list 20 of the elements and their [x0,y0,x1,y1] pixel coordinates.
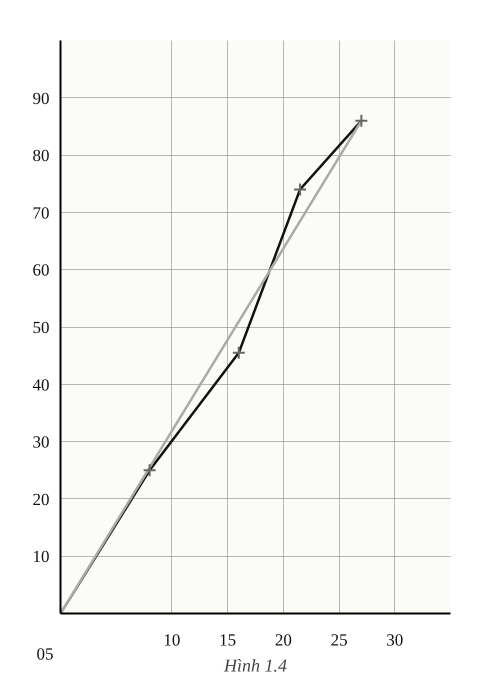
point [293,182,308,196]
y-tick-label: 60 [32,260,50,280]
y-tick-label: 90 [32,88,50,108]
y-tick-label: 70 [32,203,50,222]
point [232,346,246,360]
y-tick-label: 10 [32,547,50,566]
x-tick-label: 10 [163,630,180,650]
point [354,114,368,128]
text: Hình 1.4 [223,656,287,676]
x-tick-label: 25 [330,630,348,650]
x-tick-label: 15 [219,630,236,650]
x-tick-label: 30 [386,630,404,650]
y-tick-label: 20 [32,490,50,509]
y-tick-label: 50 [32,318,50,337]
x-tick-label: 20 [274,630,292,650]
text: 05 [36,644,54,664]
y-tick-label: 80 [32,146,50,166]
point [142,463,157,478]
y-tick-label: 40 [32,375,50,394]
y-tick-label: 30 [32,432,50,452]
